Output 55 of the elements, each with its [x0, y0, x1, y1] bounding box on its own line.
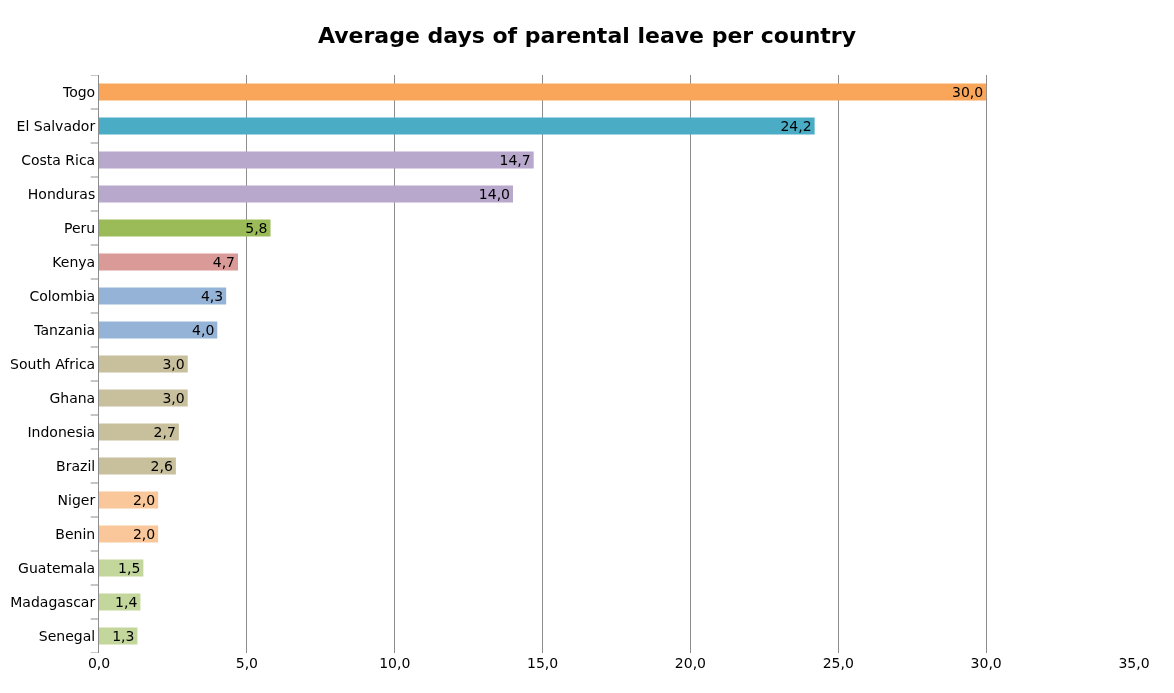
data-label: 5,8 — [245, 220, 268, 236]
x-tick-label: 15,0 — [526, 655, 559, 671]
data-label: 14,0 — [478, 186, 510, 202]
x-tick-label: 5,0 — [235, 655, 258, 671]
y-tick-label: Tanzania — [33, 321, 96, 338]
data-label: 24,2 — [780, 118, 812, 134]
data-label: 30,0 — [951, 84, 984, 100]
y-tick-label: Brazil — [56, 457, 96, 474]
data-label: 1,5 — [118, 560, 141, 576]
y-tick-label: Honduras — [27, 185, 96, 202]
bar — [99, 117, 815, 135]
y-tick-label: South Africa — [10, 355, 96, 372]
data-label: 2,0 — [132, 492, 156, 508]
data-label: 3,0 — [162, 356, 185, 372]
y-tick-label: Senegal — [38, 627, 96, 644]
y-tick-label: Madagascar — [10, 593, 96, 610]
chart-title: Average days of parental leave per country — [317, 23, 857, 49]
bar — [99, 185, 513, 203]
y-tick-label: Guatemala — [18, 559, 96, 576]
data-label: 3,0 — [162, 390, 185, 406]
data-label: 4,7 — [212, 254, 235, 270]
data-label: 4,3 — [200, 288, 224, 304]
x-tick-label: 25,0 — [822, 655, 854, 671]
x-tick-label: 30,0 — [970, 655, 1002, 671]
bar — [99, 287, 227, 305]
x-tick-label: 0,0 — [87, 655, 111, 671]
x-tick-label: 10,0 — [379, 655, 411, 671]
data-label: 2,6 — [150, 458, 173, 474]
y-tick-label: Colombia — [29, 287, 96, 304]
y-tick-label: Togo — [62, 83, 96, 100]
bar — [99, 253, 238, 271]
x-tick-label: 35,0 — [1118, 655, 1150, 671]
y-tick-label: Benin — [55, 525, 96, 542]
y-tick-label: Ghana — [49, 389, 96, 406]
data-label: 2,0 — [132, 526, 156, 542]
bar — [99, 389, 188, 407]
bar — [99, 355, 188, 373]
data-label: 1,3 — [112, 628, 135, 644]
bar — [99, 423, 179, 441]
data-label: 2,7 — [153, 424, 176, 440]
bar — [99, 83, 987, 101]
y-tick-label: Costa Rica — [21, 151, 96, 168]
data-label: 4,0 — [192, 322, 215, 338]
y-tick-label: Indonesia — [27, 423, 96, 440]
y-tick-label: Niger — [57, 491, 96, 508]
bar — [99, 321, 218, 339]
y-tick-label: Peru — [64, 219, 96, 236]
bar — [99, 219, 271, 237]
bar — [99, 151, 534, 169]
y-tick-label: El Salvador — [16, 117, 96, 134]
data-label: 14,7 — [499, 152, 531, 168]
y-tick-label: Kenya — [52, 253, 96, 270]
x-tick-label: 20,0 — [674, 655, 707, 671]
bar — [99, 457, 176, 475]
data-label: 1,4 — [115, 594, 138, 610]
